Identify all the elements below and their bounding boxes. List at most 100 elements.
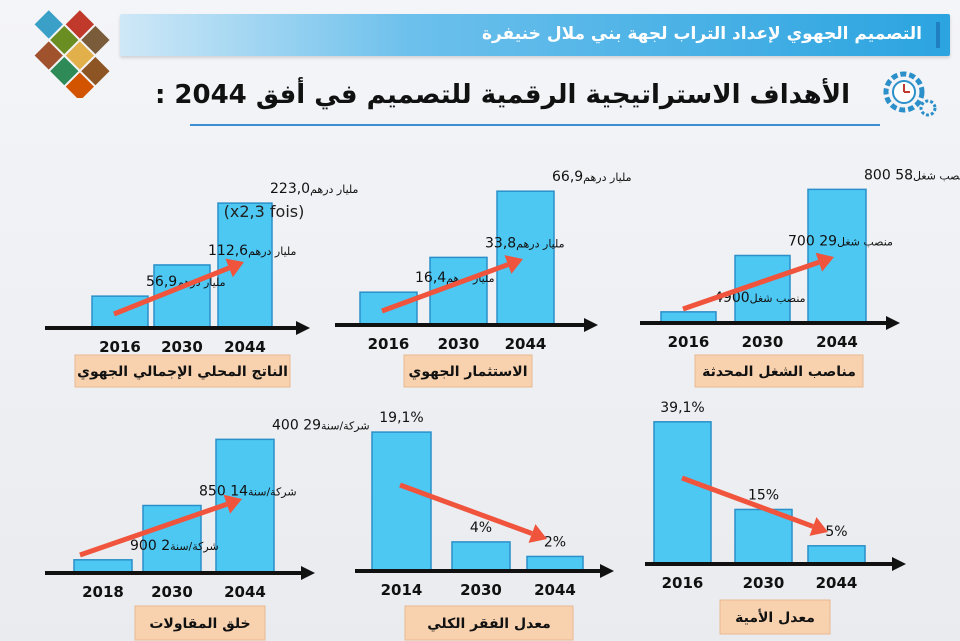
chart-title: معدل الأمية <box>735 609 815 626</box>
bar-2044 <box>807 188 867 324</box>
bar-2044 <box>496 190 555 326</box>
data-label: شركة/سنة14 850 <box>199 484 297 500</box>
data-label-value: 58 800 <box>864 167 913 183</box>
banner-title: التصميم الجهوي لإعداد التراب لجهة بني مل… <box>481 24 922 44</box>
data-label-value: 2 900 <box>130 538 170 554</box>
tick-label-2018: 2018 <box>82 583 124 601</box>
data-label-value: 223,0 <box>270 181 310 197</box>
data-label: منصب شغل58 800 <box>864 167 960 183</box>
data-label-unit: مليار درهم <box>310 183 358 196</box>
banner-accent <box>936 22 940 48</box>
chart-title: الناتج المحلي الإجمالي الجهوي <box>77 364 288 381</box>
trend-arrow-line <box>113 265 231 317</box>
x-axis-arrow-icon <box>600 564 614 578</box>
data-label-value: 112,6 <box>208 243 248 259</box>
trend-arrow-line <box>79 501 228 558</box>
caption-box <box>694 354 864 388</box>
data-label: شركة/سنة29 400 <box>272 417 370 433</box>
x-axis-arrow-icon <box>886 316 900 330</box>
data-label: مليار درهم223,0 <box>270 181 359 197</box>
data-label-value: 29 700 <box>788 234 837 250</box>
trend-arrow-line <box>682 259 820 312</box>
data-label: منصب شغل29 700 <box>788 234 893 250</box>
trend-arrow-head-icon <box>223 494 242 514</box>
data-label-unit: مليار درهم <box>516 237 564 250</box>
bar-2044 <box>217 202 273 329</box>
chart-title: الاستثمار الجهوي <box>409 364 528 381</box>
caption-box <box>403 354 533 388</box>
data-label: 19,1% <box>379 410 423 426</box>
x-axis-arrow-icon <box>584 318 598 332</box>
bar-2044 <box>526 555 584 572</box>
tick-label-2044: 2044 <box>816 574 858 592</box>
tick-label-2030: 2030 <box>438 335 480 353</box>
bar-2016 <box>653 421 712 565</box>
tick-label-2044: 2044 <box>224 338 266 356</box>
tick-label-2030: 2030 <box>151 583 193 601</box>
data-label-unit: منصب شغل <box>750 292 806 305</box>
trend-arrow-head-icon <box>528 524 547 543</box>
caption-box <box>134 605 266 641</box>
data-label: مليار درهم66,9 <box>552 169 632 185</box>
title-banner: التصميم الجهوي لإعداد التراب لجهة بني مل… <box>120 14 950 56</box>
data-label: 2% <box>544 534 566 550</box>
data-label: 4% <box>470 520 492 536</box>
trend-arrow-head-icon <box>504 255 523 274</box>
data-label-unit: مليار درهم <box>248 245 296 258</box>
x-axis-arrow-icon <box>301 566 315 580</box>
chart-title: خلق المقاولات <box>149 616 250 632</box>
gear-clock-icon <box>883 71 937 117</box>
trend-arrow-head-icon <box>225 258 244 278</box>
data-label-value: 66,9 <box>552 169 583 185</box>
tick-label-2044: 2044 <box>816 333 858 351</box>
data-label-unit: منصب شغل <box>913 169 960 182</box>
data-label-unit: شركة/سنة <box>248 486 297 499</box>
x-axis-arrow-icon <box>892 557 906 571</box>
data-label: 39,1% <box>660 400 704 416</box>
data-label: مليار درهم33,8 <box>485 235 565 251</box>
chart-title: معدل الفقر الكلي <box>427 616 551 632</box>
tick-label-2016: 2016 <box>99 338 141 356</box>
data-label-unit: منصب شغل <box>837 236 893 249</box>
data-label: 15% <box>748 487 779 503</box>
tick-label-2044: 2044 <box>534 581 576 599</box>
multiplier-note: (x2,3 fois) <box>224 202 305 221</box>
page-title: الأهداف الاستراتيجية الرقمية للتصميم في … <box>154 80 850 110</box>
tick-label-2044: 2044 <box>505 335 547 353</box>
data-label-unit: شركة/سنة <box>321 419 370 432</box>
tick-label-2030: 2030 <box>742 333 784 351</box>
tick-label-2030: 2030 <box>161 338 203 356</box>
data-label-unit: شركة/سنة <box>170 540 219 553</box>
data-label: شركة/سنة2 900 <box>130 538 219 554</box>
tick-label-2030: 2030 <box>460 581 502 599</box>
bar-2030 <box>734 508 793 565</box>
trend-arrow-line <box>681 475 814 529</box>
caption-box <box>74 354 291 388</box>
data-label-value: 33,8 <box>485 235 516 251</box>
trend-arrow-head-icon <box>815 252 834 272</box>
chart-title: مناصب الشغل المحدثة <box>702 364 856 380</box>
caption-box <box>719 599 831 635</box>
bar-2030 <box>451 541 511 572</box>
data-label-value: 14 850 <box>199 484 248 500</box>
trend-arrow-line <box>381 262 509 314</box>
logo-image-icon <box>34 10 110 98</box>
tick-label-2030: 2030 <box>743 574 785 592</box>
tick-label-2044: 2044 <box>224 583 266 601</box>
trend-arrow-head-icon <box>809 517 828 536</box>
data-label-value: 56,9 <box>146 274 177 290</box>
data-label-value: 29 400 <box>272 417 321 433</box>
bar-2014 <box>371 431 432 572</box>
trend-arrow-line <box>399 482 533 536</box>
bar-2044 <box>807 545 866 565</box>
tick-label-2016: 2016 <box>668 333 710 351</box>
tick-label-2014: 2014 <box>381 581 423 599</box>
data-label: مليار درهم112,6 <box>208 243 297 259</box>
data-label-value: 16,4 <box>415 270 446 286</box>
x-axis-arrow-icon <box>296 321 310 335</box>
caption-box <box>404 605 574 641</box>
tick-label-2016: 2016 <box>662 574 704 592</box>
data-label-unit: مليار درهم <box>583 171 631 184</box>
